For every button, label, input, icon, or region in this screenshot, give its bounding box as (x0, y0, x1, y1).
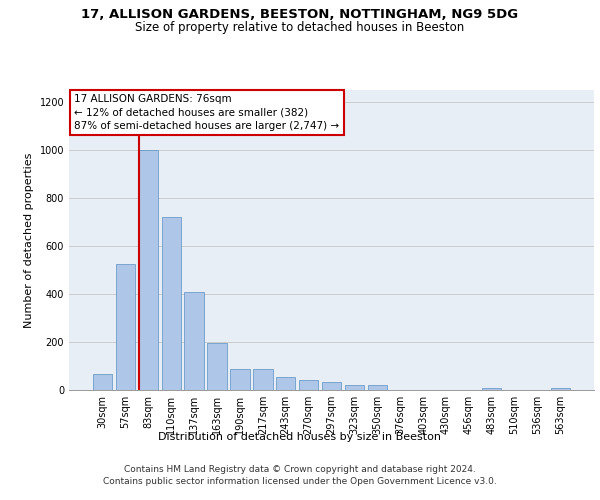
Bar (299, 380, 319, 390)
Text: 17 ALLISON GARDENS: 76sqm
← 12% of detached houses are smaller (382)
87% of semi: 17 ALLISON GARDENS: 76sqm ← 12% of detac… (74, 94, 340, 131)
Bar (230, 369, 250, 390)
Bar (482, 388, 502, 390)
Bar (184, 292, 204, 390)
Bar (551, 388, 570, 390)
Text: 17, ALLISON GARDENS, BEESTON, NOTTINGHAM, NG9 5DG: 17, ALLISON GARDENS, BEESTON, NOTTINGHAM… (82, 8, 518, 20)
Bar (93, 374, 112, 390)
Bar (139, 150, 158, 390)
Text: Contains HM Land Registry data © Crown copyright and database right 2024.
Contai: Contains HM Land Registry data © Crown c… (103, 465, 497, 486)
Y-axis label: Number of detached properties: Number of detached properties (24, 152, 34, 328)
Bar (368, 385, 387, 390)
Bar (253, 369, 272, 390)
Bar (322, 382, 341, 390)
Bar (116, 264, 135, 390)
Bar (208, 342, 227, 390)
Bar (161, 217, 181, 390)
Text: Distribution of detached houses by size in Beeston: Distribution of detached houses by size … (158, 432, 442, 442)
Bar (276, 377, 295, 390)
Bar (344, 385, 364, 390)
Text: Size of property relative to detached houses in Beeston: Size of property relative to detached ho… (136, 21, 464, 34)
